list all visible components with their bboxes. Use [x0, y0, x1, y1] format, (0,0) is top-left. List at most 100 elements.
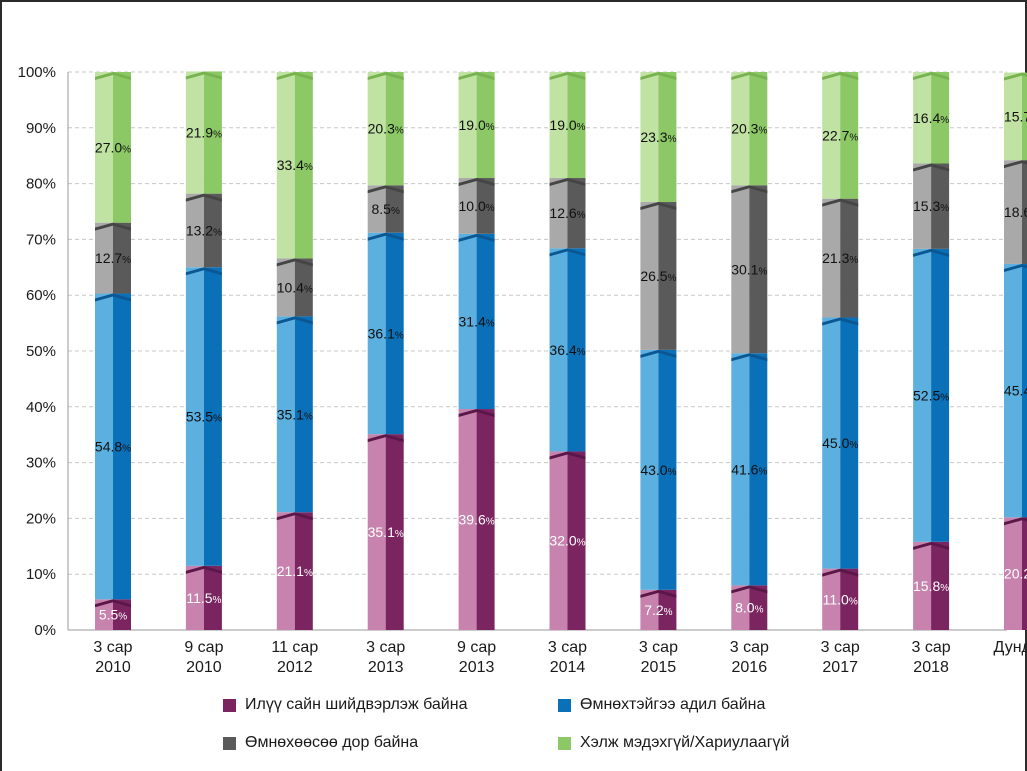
- bar-face-left: [1004, 517, 1022, 630]
- data-label: 11.0%: [823, 591, 858, 607]
- legend-label-unknown: Хэлж мэдэхгүй/Хариулаагүй: [580, 734, 790, 751]
- legend-item-same: Өмнөхтэйгээ адил байна: [558, 696, 765, 714]
- data-labels: 5.5% 54.8% 12.7% 27.0% 11.5% 53.5% 13.2% 21.9% 2…: [95, 108, 1027, 622]
- legend-label-same: Өмнөхтэйгээ адил байна: [580, 696, 766, 713]
- bar-segment: [549, 248, 586, 452]
- data-label: 43.0%: [640, 462, 676, 478]
- bar-face-right: [567, 178, 586, 249]
- bar-segment: [458, 233, 495, 410]
- bar-cap: [95, 599, 131, 608]
- bar-face-right: [658, 349, 677, 590]
- y-tick-label: 40%: [26, 399, 56, 416]
- x-tick-label: 11 сар 2012: [271, 639, 318, 676]
- bar-face-left: [822, 317, 841, 569]
- bar-segment: [640, 349, 677, 590]
- data-label: 21.1%: [277, 563, 313, 579]
- bar-segment: [367, 232, 404, 435]
- legend-swatch-unknown: [558, 736, 571, 750]
- legend-label-better: Илүү сайн шийдвэрлэж байна: [245, 696, 468, 713]
- bar-cap: [822, 568, 859, 577]
- x-tick-label: 9 сар 2013: [457, 639, 496, 676]
- bar-cap: [549, 451, 586, 460]
- bar-face-left: [913, 248, 932, 542]
- bar-cap: [640, 72, 677, 80]
- bar-cap: [549, 178, 586, 187]
- data-label: 19.0%: [459, 117, 495, 133]
- bar-segment: [640, 72, 677, 203]
- bar-face-left: [549, 248, 568, 452]
- bar-face-right: [749, 353, 768, 586]
- bar-segment: [458, 72, 495, 179]
- bar-face-left: [367, 434, 386, 630]
- bar-cap: [185, 565, 222, 574]
- legend-swatch-better: [223, 698, 236, 712]
- bar-cap: [913, 248, 950, 257]
- data-label: 20.3%: [731, 121, 767, 137]
- bar-face-left: [640, 349, 659, 590]
- bar-face-right: [1022, 517, 1027, 630]
- bar-face-left: [185, 71, 204, 194]
- data-label: 30.1%: [731, 261, 767, 277]
- frame-left-border: [0, 0, 2, 771]
- data-label: 10.0%: [459, 198, 495, 214]
- x-tick-label: 3 сар 2018: [912, 639, 951, 676]
- bar-face-right: [840, 72, 859, 199]
- bar-face-left: [95, 222, 113, 294]
- bar-cap: [822, 198, 859, 207]
- legend-item-unknown: Хэлж мэдэхгүй/Хариулаагүй: [558, 734, 789, 752]
- bar-cap: [1004, 263, 1027, 272]
- bar-face-right: [749, 185, 768, 354]
- bar-segment: [95, 222, 131, 294]
- bar-face-right: [203, 71, 222, 194]
- bar-face-left: [95, 72, 113, 223]
- data-label: 16.4%: [913, 110, 949, 126]
- x-tick-label: 3 сар 2014: [548, 639, 587, 676]
- bar-face-left: [640, 589, 659, 630]
- bars: [95, 71, 1027, 630]
- bar-face-left: [367, 185, 386, 233]
- bar-face-right: [1022, 263, 1027, 518]
- data-label: 36.4%: [549, 342, 585, 358]
- bar-face-left: [731, 353, 750, 586]
- bar-face-right: [294, 258, 313, 317]
- bar-cap: [367, 185, 404, 194]
- bar-face-right: [931, 72, 950, 164]
- bar-face-right: [658, 202, 677, 350]
- bar-face-left: [731, 185, 750, 354]
- y-tick-label: 20%: [26, 510, 56, 527]
- bar-face-right: [203, 193, 222, 268]
- bar-face-left: [276, 258, 295, 317]
- bar-face-left: [549, 72, 568, 179]
- x-tick-label: 3 сар 2017: [821, 639, 860, 676]
- bar-cap: [276, 258, 313, 267]
- x-tick-label: 3 сар 2013: [366, 639, 405, 676]
- bar-cap: [458, 72, 495, 80]
- bar-face-right: [385, 232, 404, 435]
- y-tick-label: 80%: [26, 176, 56, 193]
- bar-face-right: [567, 451, 586, 630]
- bar-face-left: [185, 193, 204, 268]
- bar-cap: [367, 434, 404, 443]
- bar-face-left: [276, 512, 295, 630]
- y-tick-label: 10%: [26, 566, 56, 583]
- bar-face-right: [1022, 72, 1027, 161]
- bar-face-right: [931, 541, 950, 630]
- bar-cap: [185, 193, 222, 202]
- bar-face-right: [476, 72, 495, 179]
- bar-face-right: [476, 233, 495, 410]
- bar-face-right: [567, 72, 586, 179]
- bar-face-left: [640, 202, 659, 350]
- data-label: 35.1%: [368, 524, 404, 540]
- bar-segment: [367, 434, 404, 630]
- data-label: 41.6%: [731, 461, 767, 477]
- bar-segment: [1004, 517, 1027, 630]
- bar-face-right: [658, 72, 677, 203]
- data-label: 15.3%: [913, 198, 949, 214]
- data-label: 7.2%: [644, 602, 672, 618]
- x-tick-label: Дундаж: [994, 639, 1027, 656]
- bar-segment: [731, 585, 768, 630]
- bar-cap: [1004, 517, 1027, 526]
- data-label: 27.0%: [95, 139, 131, 155]
